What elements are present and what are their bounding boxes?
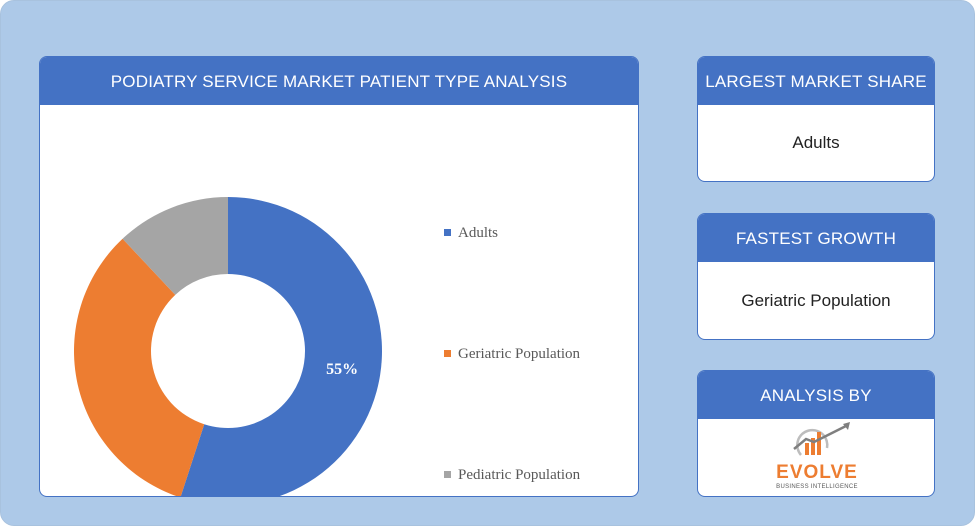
growth-chart-icon: [793, 422, 850, 456]
largest-share-title: LARGEST MARKET SHARE: [698, 57, 934, 105]
analysis-by-title: ANALYSIS BY: [698, 371, 934, 419]
legend-item-geriatric-population: Geriatric Population: [444, 346, 581, 362]
analysis-by-card: ANALYSIS BY EVOLVE BUSINESS INTELLIGENCE: [697, 370, 935, 497]
chart-panel-title: PODIATRY SERVICE MARKET PATIENT TYPE ANA…: [40, 57, 638, 105]
donut-slice-pediatric-population: [122, 197, 228, 295]
legend-item-adults: Adults: [444, 225, 498, 241]
logo-tagline: BUSINESS INTELLIGENCE: [776, 484, 858, 490]
legend-swatch-adults: [444, 229, 451, 236]
legend-item-pediatric-population: Pediatric Population: [444, 467, 581, 483]
largest-share-card: LARGEST MARKET SHARE Adults: [697, 56, 935, 182]
legend-swatch-geriatric-population: [444, 350, 451, 357]
legend-swatch-pediatric-population: [444, 471, 451, 478]
data-label-adults: 55%: [326, 361, 358, 378]
donut-chart: 55% Adults Geriatric Population Pediatric P…: [74, 197, 581, 496]
logo-name: EVOLVE: [776, 462, 858, 483]
fastest-growth-card: FASTEST GROWTH Geriatric Population: [697, 213, 935, 340]
evolve-logo: EVOLVE BUSINESS INTELLIGENCE: [698, 419, 934, 496]
legend-label-adults: Adults: [458, 225, 498, 241]
chart-panel: PODIATRY SERVICE MARKET PATIENT TYPE ANA…: [39, 56, 639, 497]
legend-label-geriatric-population: Geriatric Population: [458, 346, 581, 362]
donut-slice-geriatric-population: [74, 238, 205, 496]
donut-slice-adults: [180, 197, 382, 496]
fastest-growth-title: FASTEST GROWTH: [698, 214, 934, 262]
fastest-growth-value: Geriatric Population: [741, 291, 891, 310]
legend-label-pediatric-population: Pediatric Population: [458, 467, 581, 483]
largest-share-value: Adults: [792, 133, 840, 152]
